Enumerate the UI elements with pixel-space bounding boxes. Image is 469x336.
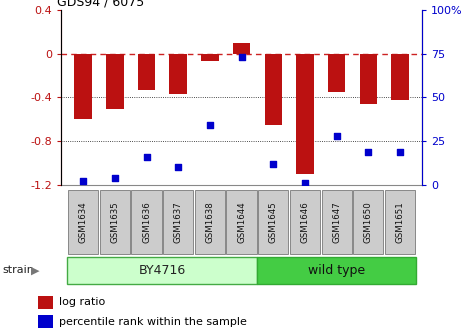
Bar (38, 296, 53, 308)
Text: percentile rank within the sample: percentile rank within the sample (59, 317, 247, 327)
FancyBboxPatch shape (385, 190, 415, 254)
Text: GSM1638: GSM1638 (205, 201, 214, 243)
Bar (201, 54, 219, 61)
Point (301, 180, 309, 186)
Point (174, 165, 182, 170)
Bar (106, 54, 123, 110)
Text: wild type: wild type (308, 264, 365, 277)
Text: GSM1645: GSM1645 (269, 201, 278, 243)
FancyBboxPatch shape (257, 257, 416, 284)
Bar (138, 54, 155, 90)
Text: strain: strain (2, 265, 34, 276)
Bar (391, 54, 408, 99)
FancyBboxPatch shape (100, 190, 130, 254)
Point (206, 123, 213, 128)
Text: GSM1635: GSM1635 (110, 201, 119, 243)
Text: GSM1647: GSM1647 (332, 201, 341, 243)
FancyBboxPatch shape (322, 190, 352, 254)
Text: GSM1644: GSM1644 (237, 201, 246, 243)
Bar (296, 54, 314, 174)
Bar (265, 54, 282, 125)
Point (333, 133, 340, 138)
Bar (169, 54, 187, 94)
FancyBboxPatch shape (195, 190, 225, 254)
FancyBboxPatch shape (258, 190, 288, 254)
Text: GSM1634: GSM1634 (79, 201, 88, 243)
Bar (360, 54, 377, 104)
FancyBboxPatch shape (290, 190, 320, 254)
FancyBboxPatch shape (163, 190, 193, 254)
Point (364, 149, 372, 154)
Bar (328, 54, 345, 92)
Point (79, 179, 87, 184)
Bar (75, 54, 92, 119)
Point (111, 175, 119, 180)
Text: log ratio: log ratio (59, 297, 105, 307)
Point (238, 54, 245, 60)
Text: GDS94 / 6075: GDS94 / 6075 (57, 0, 144, 9)
Text: GSM1646: GSM1646 (300, 201, 310, 243)
Text: BY4716: BY4716 (139, 264, 186, 277)
Text: GSM1650: GSM1650 (364, 201, 373, 243)
FancyBboxPatch shape (353, 190, 383, 254)
FancyBboxPatch shape (227, 190, 257, 254)
FancyBboxPatch shape (68, 190, 98, 254)
Point (143, 154, 150, 160)
Text: GSM1637: GSM1637 (174, 201, 183, 243)
Text: GSM1651: GSM1651 (395, 201, 404, 243)
Text: GSM1636: GSM1636 (142, 201, 151, 243)
Text: ▶: ▶ (30, 265, 39, 276)
FancyBboxPatch shape (131, 190, 161, 254)
Point (396, 149, 404, 154)
FancyBboxPatch shape (68, 257, 257, 284)
Bar (38, 315, 53, 328)
Point (270, 161, 277, 167)
Bar (233, 43, 250, 54)
